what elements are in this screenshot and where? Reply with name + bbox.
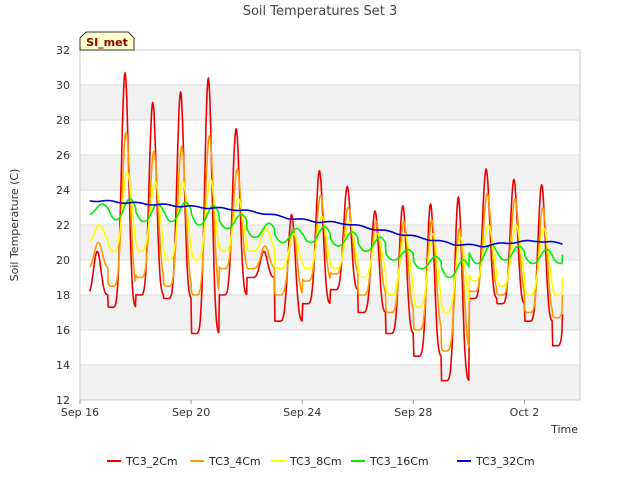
x-tick-label: Sep 24	[283, 406, 321, 419]
series-line-tc3-2cm	[88, 72, 564, 382]
x-axis-ticks: Sep 16 Sep 20 Sep 24 Sep 28 Oct 2	[61, 400, 539, 419]
station-badge-shape	[79, 31, 135, 51]
plot-band	[80, 85, 580, 120]
y-tick-label: 16	[56, 324, 70, 337]
y-tick-label: 20	[56, 254, 70, 267]
y-tick-label: 14	[56, 359, 70, 372]
y-axis-ticks: 12 14 16 18 20 22 24 26 28 30 32	[56, 44, 70, 407]
legend-label: TC3_2Cm	[125, 455, 178, 468]
legend-label: TC3_4Cm	[208, 455, 261, 468]
x-axis-label: Time	[550, 423, 578, 436]
y-tick-label: 22	[56, 219, 70, 232]
series-line-tc3-16cm	[89, 198, 564, 279]
legend-label: TC3_16Cm	[369, 455, 429, 468]
y-tick-label: 28	[56, 114, 70, 127]
y-tick-label: 32	[56, 44, 70, 57]
y-tick-label: 18	[56, 289, 70, 302]
station-badge-label: SI_met	[86, 36, 128, 49]
plot-band	[80, 155, 580, 190]
legend: TC3_2Cm TC3_4Cm TC3_8Cm TC3_16Cm TC3_32Cm	[107, 455, 535, 468]
y-tick-label: 30	[56, 79, 70, 92]
x-tick-label: Sep 16	[61, 406, 99, 419]
series-line-tc3-4cm	[89, 131, 564, 352]
series-lines	[88, 72, 564, 382]
x-tick-label: Oct 2	[510, 406, 540, 419]
series-line-tc3-32cm	[89, 199, 563, 248]
x-tick-label: Sep 20	[172, 406, 210, 419]
y-tick-label: 24	[56, 184, 70, 197]
y-tick-label: 26	[56, 149, 70, 162]
plot-frame	[79, 49, 581, 401]
plot-band	[80, 365, 580, 400]
y-tick-label: 12	[56, 394, 70, 407]
station-badge: SI_met	[79, 31, 135, 51]
y-axis-label: Soil Temperature (C)	[8, 169, 21, 282]
legend-label: TC3_8Cm	[289, 455, 342, 468]
x-tick-label: Sep 28	[394, 406, 432, 419]
chart-title: Soil Temperatures Set 3	[243, 4, 398, 19]
legend-label: TC3_32Cm	[475, 455, 535, 468]
